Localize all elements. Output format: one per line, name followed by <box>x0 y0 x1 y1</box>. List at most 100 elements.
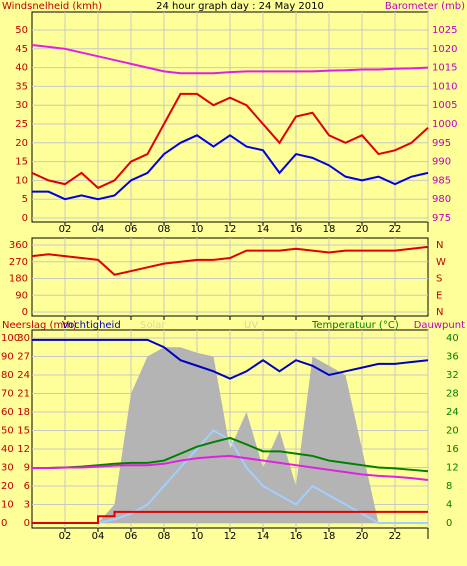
y-tick-label: 20 <box>1 481 14 492</box>
x-tick-label: 02 <box>59 531 72 542</box>
y3-tick-label: 9 <box>24 463 30 474</box>
y3-tick-label: 18 <box>17 407 30 418</box>
x-tick-label: 04 <box>92 531 105 542</box>
y2-tick-label: N <box>436 240 443 251</box>
legend-wind: Windsnelheid (kmh) <box>2 1 102 12</box>
y2-tick-label: 36 <box>446 352 459 363</box>
y-tick-label: 360 <box>9 240 28 251</box>
y2-tick-label: N <box>436 307 443 318</box>
y3-tick-label: 6 <box>24 481 30 492</box>
y2-tick-label: S <box>436 274 442 285</box>
series-line <box>32 134 429 201</box>
y-tick-label: 40 <box>1 444 14 455</box>
y-tick-label: 5 <box>22 194 28 205</box>
series-area <box>32 347 428 523</box>
legend-entry: Dauwpunt <box>414 320 465 331</box>
y2-tick-label: 16 <box>446 444 459 455</box>
legend-entry: UV <box>244 320 258 331</box>
y2-tick-label: E <box>436 290 442 301</box>
y2-tick-label: 1025 <box>432 25 457 36</box>
y2-tick-label: 24 <box>446 407 459 418</box>
y2-tick-label: 4 <box>446 500 452 511</box>
x-tick-label: I <box>427 531 430 542</box>
y-tick-label: 50 <box>1 426 14 437</box>
y-tick-label: 45 <box>15 44 28 55</box>
y2-tick-label: 1000 <box>432 119 457 130</box>
y-tick-label: 90 <box>15 290 28 301</box>
y2-tick-label: 1010 <box>432 81 457 92</box>
y-tick-label: 50 <box>15 25 28 36</box>
x-tick-label: 08 <box>158 224 171 235</box>
y2-tick-label: 990 <box>432 157 451 168</box>
y2-tick-label: 8 <box>446 481 452 492</box>
y2-tick-label: 12 <box>446 463 459 474</box>
x-tick-label: 16 <box>290 531 303 542</box>
y-tick-label: 30 <box>15 100 28 111</box>
y3-tick-label: 0 <box>24 518 30 529</box>
y-tick-label: 0 <box>22 213 28 224</box>
y-tick-label: 25 <box>15 119 28 130</box>
legend-entry: Vochtigheid <box>62 320 121 331</box>
x-tick-label: 20 <box>356 531 369 542</box>
legend-entry: Solar <box>140 320 166 331</box>
y-tick-label: 10 <box>1 500 14 511</box>
y-tick-label: 0 <box>22 307 28 318</box>
y-tick-label: 90 <box>1 352 14 363</box>
x-tick-label: 06 <box>125 531 138 542</box>
y2-tick-label: 20 <box>446 426 459 437</box>
legend-barometer: Barometer (mb) <box>385 1 465 12</box>
x-tick-label: 22 <box>389 224 402 235</box>
y2-tick-label: W <box>436 257 446 268</box>
series-line <box>31 92 429 190</box>
x-tick-label: 22 <box>389 531 402 542</box>
y-tick-label: 70 <box>1 389 14 400</box>
y-tick-label: 0 <box>1 518 7 529</box>
y-tick-label: 60 <box>1 407 14 418</box>
x-tick-label: 08 <box>158 531 171 542</box>
series-line <box>32 436 429 473</box>
x-tick-label: 20 <box>356 224 369 235</box>
x-tick-label: 18 <box>323 224 336 235</box>
x-tick-label: 14 <box>257 224 270 235</box>
series-line <box>31 245 429 276</box>
y-tick-label: 270 <box>9 257 28 268</box>
y3-tick-label: 24 <box>17 370 30 381</box>
y3-tick-label: 3 <box>24 500 30 511</box>
x-tick-label: 16 <box>290 224 303 235</box>
legend-entry: Neerslag (mm) <box>2 320 77 331</box>
x-tick-label: I <box>427 224 430 235</box>
y2-tick-label: 32 <box>446 370 459 381</box>
y2-tick-label: 1015 <box>432 63 457 74</box>
y-tick-label: 80 <box>1 370 14 381</box>
y2-tick-label: 0 <box>446 518 452 529</box>
y2-tick-label: 975 <box>432 213 451 224</box>
y-tick-label: 35 <box>15 81 28 92</box>
x-tick-label: 12 <box>224 531 237 542</box>
series-line <box>32 338 429 380</box>
chart-title: 24 hour graph day : 24 May 2010 <box>156 1 324 12</box>
y-tick-label: 100 <box>1 333 20 344</box>
x-tick-label: 02 <box>59 224 72 235</box>
y-tick-label: 20 <box>15 138 28 149</box>
legend-entry: Temperatuur (°C) <box>311 320 399 331</box>
y2-tick-label: 980 <box>432 194 451 205</box>
x-tick-label: 10 <box>191 224 204 235</box>
series-line <box>32 454 429 481</box>
x-tick-label: 14 <box>257 531 270 542</box>
y-tick-label: 30 <box>1 463 14 474</box>
y3-tick-label: 12 <box>17 444 30 455</box>
x-tick-label: 04 <box>92 224 105 235</box>
y-tick-label: 180 <box>9 274 28 285</box>
x-tick-label: 06 <box>125 224 138 235</box>
y2-tick-label: 1005 <box>432 100 457 111</box>
y-tick-label: 15 <box>15 157 28 168</box>
y-tick-label: 40 <box>15 63 28 74</box>
y2-tick-label: 1020 <box>432 44 457 55</box>
series-line <box>32 510 428 524</box>
y3-tick-label: 21 <box>17 389 30 400</box>
y2-tick-label: 985 <box>432 175 451 186</box>
y3-tick-label: 27 <box>17 352 30 363</box>
series-line <box>31 44 429 75</box>
x-tick-label: 12 <box>224 224 237 235</box>
